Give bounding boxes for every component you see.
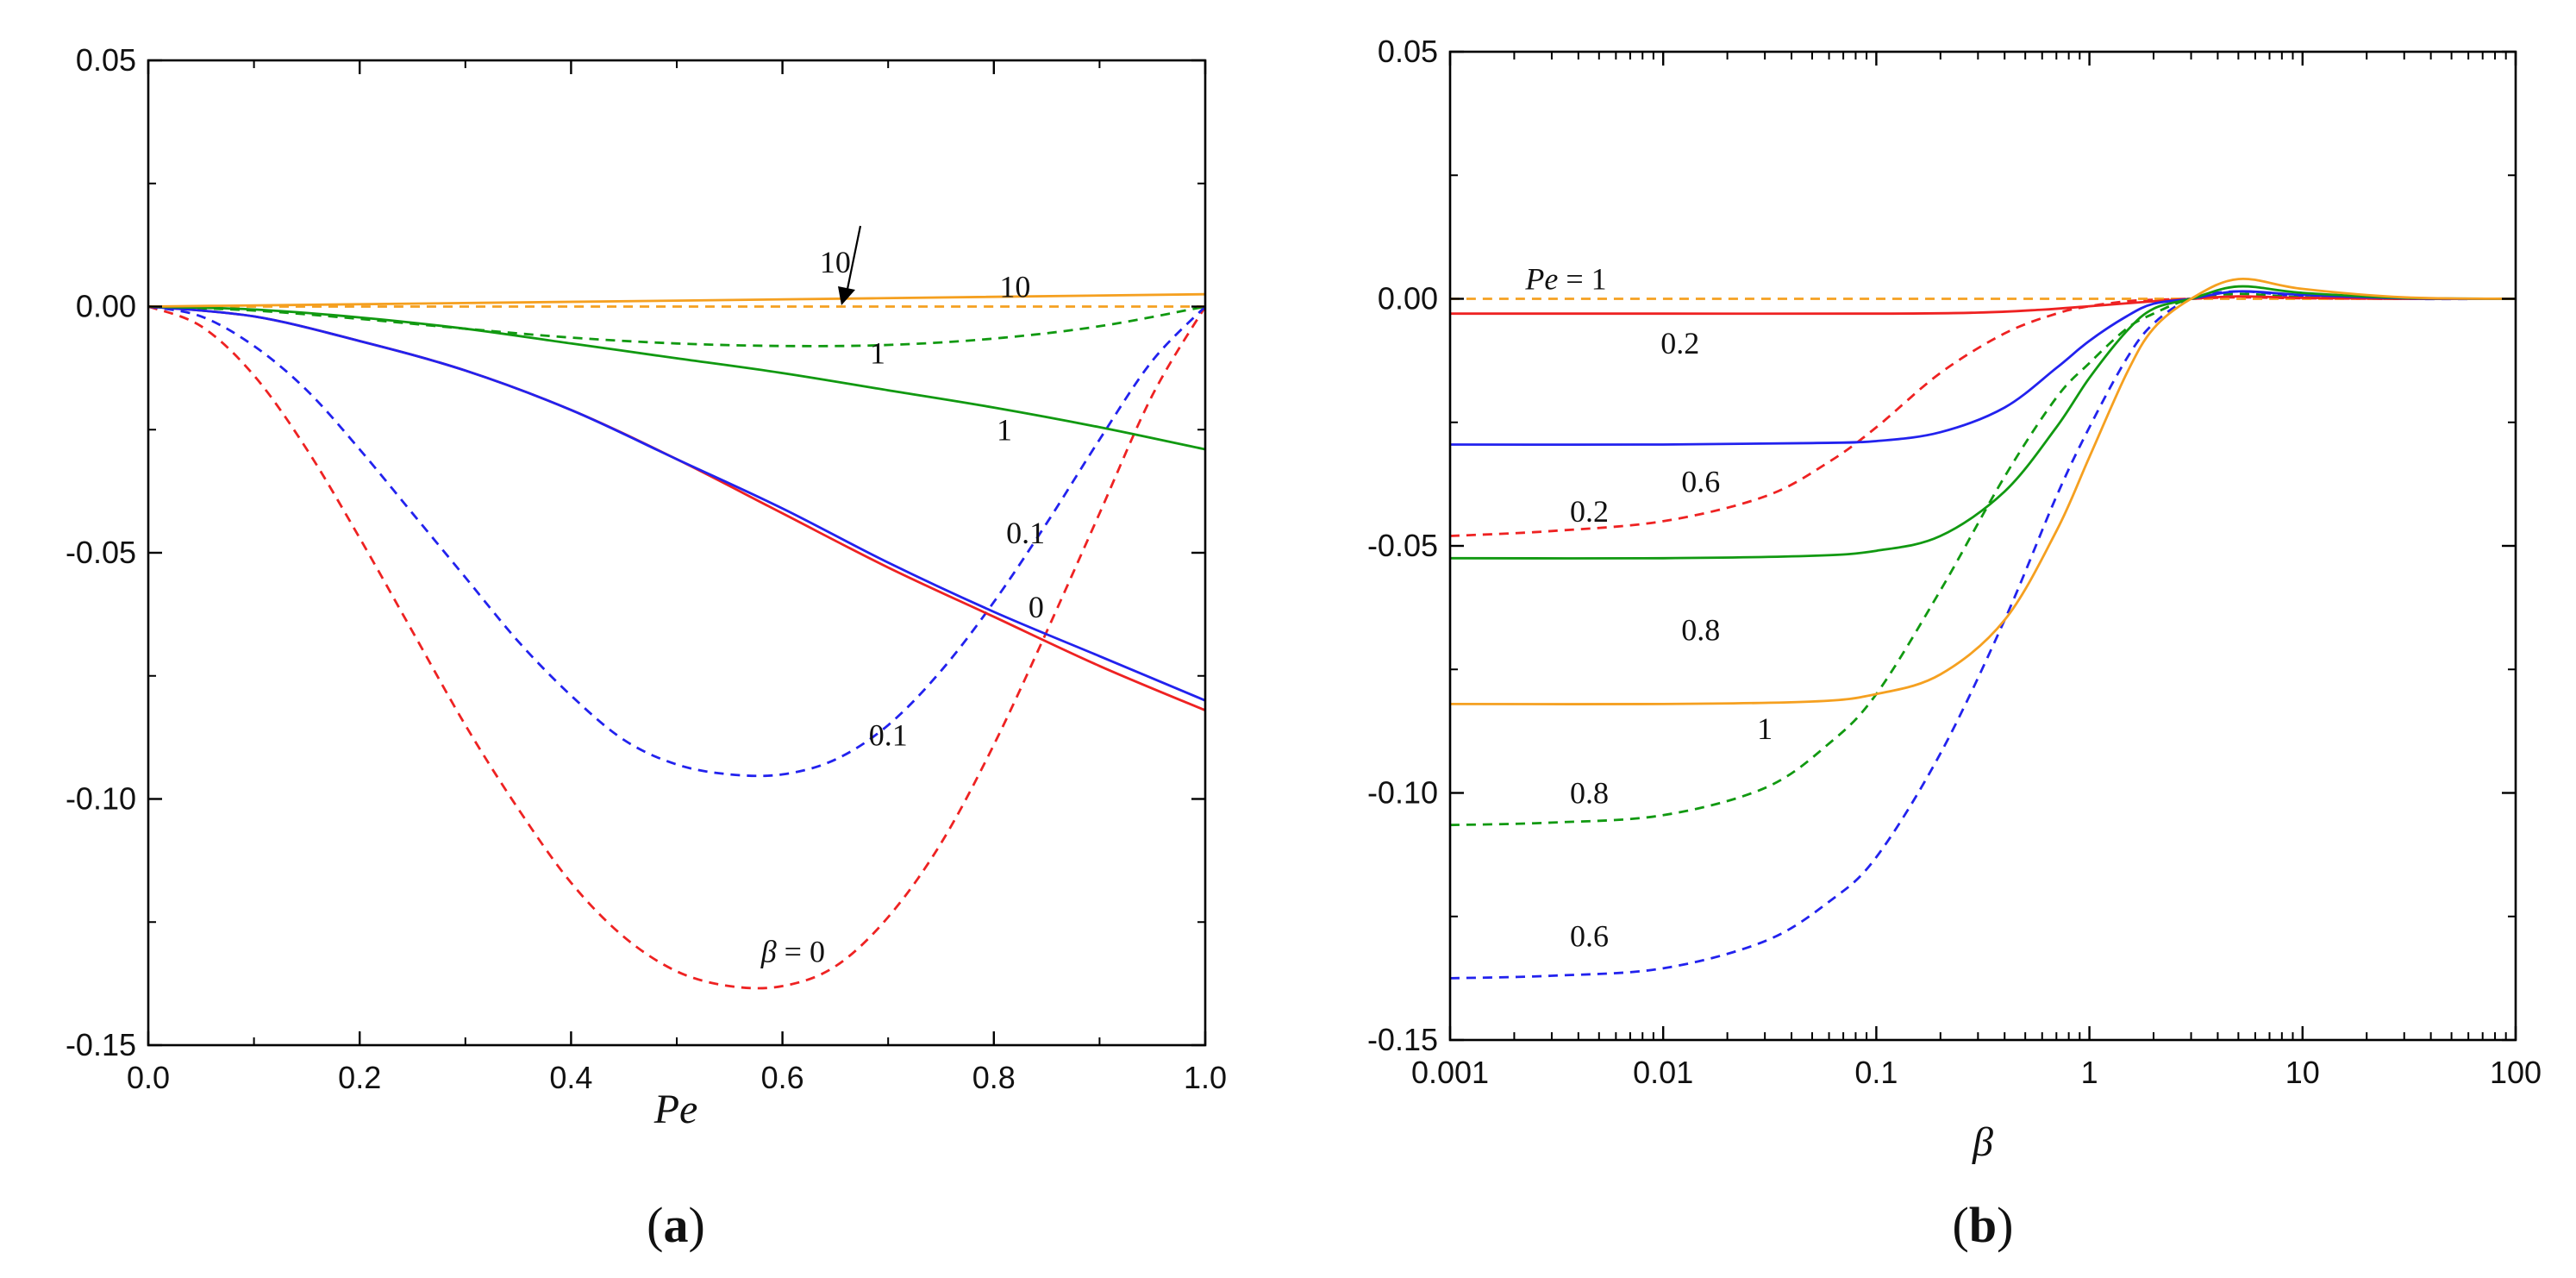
series-line-b-1 <box>1449 292 2517 827</box>
curve-label: 1 <box>1757 711 1773 746</box>
y-tick-label: 0.00 <box>76 289 136 324</box>
x-tick-label: 100 <box>2490 1055 2542 1090</box>
series-line-a-7 <box>147 292 1206 308</box>
curve-label: 10 <box>999 270 1030 304</box>
annotations-a: 10 10 1 1 0.1 0 0.1 β = 0 <box>760 245 1045 968</box>
plot-area-a: 0.05 0.00 -0.05 -0.10 -0.150.0 0.2 0.4 0.6 0.8 1.… <box>66 42 1227 1095</box>
x-tick-label: 0.8 <box>972 1060 1016 1095</box>
curve-label: 0.6 <box>1681 465 1720 499</box>
plot-frame-b <box>1448 50 2517 1042</box>
y-tick-label: 0.05 <box>76 42 136 78</box>
y-tick-label: 0.05 <box>1378 34 1438 69</box>
panel-letter-a: a <box>664 1197 689 1253</box>
series-line-b-7 <box>1449 277 2517 705</box>
chart-panel-b: 0.050.00-0.05-0.10-0.150.001 0.01 0.1 1 10 10… <box>1367 34 2542 1253</box>
annotation-arrow-a <box>838 225 862 305</box>
x-axis-title-a: Pe <box>653 1087 698 1132</box>
curve-label: 1 <box>997 412 1012 447</box>
panel-label-a: (a) <box>647 1197 705 1253</box>
series-line-a-2 <box>147 305 1206 348</box>
y-tick-label: -0.10 <box>66 781 136 817</box>
panel-label-b: (b) <box>1953 1197 2014 1253</box>
plot-frame-a <box>147 59 1207 1047</box>
x-tick-label: 0.6 <box>761 1060 804 1095</box>
y-tick-label: -0.15 <box>66 1027 136 1062</box>
y-tick-label: 0.00 <box>1378 281 1438 316</box>
curve-label: 0.1 <box>869 717 908 752</box>
annotations-b: Pe = 1 0.2 0.6 0.2 0.8 1 0.8 0.6 <box>1524 262 1773 954</box>
x-axis-title-b: β <box>1972 1119 1993 1165</box>
x-tick-label: 1.0 <box>1184 1060 1227 1095</box>
curve-label: 0.8 <box>1681 612 1720 647</box>
x-tick-label: 0.2 <box>338 1060 381 1095</box>
y-tick-label: -0.05 <box>66 535 136 570</box>
series-line-a-1 <box>147 305 1207 778</box>
y-tick-label: -0.10 <box>1367 775 1438 811</box>
series-group-b <box>1449 277 2517 980</box>
x-tick-label: 0.4 <box>549 1060 592 1095</box>
curve-label: 0.1 <box>1006 516 1045 550</box>
x-tick-label: 10 <box>2285 1055 2320 1090</box>
x-tick-label: 0.1 <box>1854 1055 1898 1090</box>
curve-label: 0.2 <box>1570 494 1609 529</box>
curve-label: 10 <box>820 245 851 279</box>
series-line-b-4 <box>1450 295 2517 316</box>
curve-label: 0 <box>1029 590 1044 624</box>
curve-label: 0.8 <box>1570 776 1609 811</box>
series-line-b-5 <box>1449 290 2517 447</box>
curve-label: 1 <box>870 336 885 371</box>
series-line-a-4 <box>147 305 1206 711</box>
series-line-b-2 <box>1449 296 2517 537</box>
chart-panel-a: 0.05 0.00 -0.05 -0.10 -0.150.0 0.2 0.4 0.6 0.8 1.… <box>66 42 1227 1253</box>
series-line-b-0 <box>1449 290 2517 980</box>
curve-label: β = 0 <box>760 935 825 969</box>
series-group-a <box>147 292 1207 990</box>
series-line-a-0 <box>147 305 1207 990</box>
ticks-a: 0.05 0.00 -0.05 -0.10 -0.150.0 0.2 0.4 0.6 0.8 1.… <box>66 42 1227 1095</box>
y-tick-label: -0.15 <box>1367 1022 1438 1057</box>
series-line-a-6 <box>147 305 1206 451</box>
x-tick-label: 1 <box>2081 1055 2098 1090</box>
x-tick-label: 0.01 <box>1633 1055 1693 1090</box>
x-tick-label: 0.0 <box>127 1060 170 1095</box>
series-line-b-6 <box>1449 285 2517 560</box>
y-tick-label: -0.05 <box>1367 528 1438 563</box>
curve-label: 0.2 <box>1660 326 1699 360</box>
x-tick-label: 0.001 <box>1411 1055 1489 1090</box>
plot-area-b: 0.050.00-0.05-0.10-0.150.001 0.01 0.1 1 10 10… <box>1367 34 2542 1090</box>
curve-label: 0.6 <box>1570 919 1609 954</box>
curve-label: Pe = 1 <box>1524 262 1606 297</box>
panel-letter-b: b <box>1969 1197 1997 1253</box>
series-line-a-5 <box>147 305 1206 702</box>
ticks-b: 0.050.00-0.05-0.10-0.150.001 0.01 0.1 1 10 10… <box>1367 34 2542 1090</box>
